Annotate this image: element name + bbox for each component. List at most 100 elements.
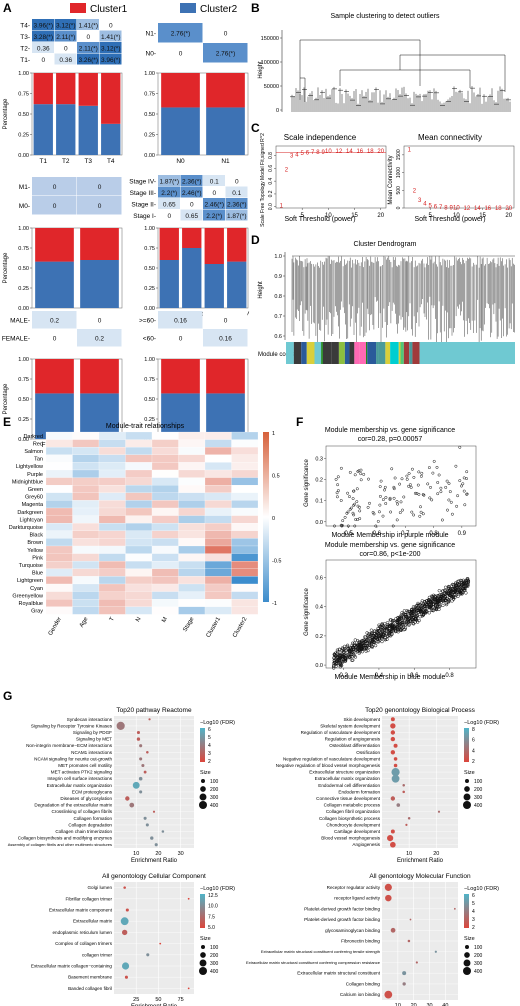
module-color-segment: [403, 342, 410, 364]
blue-scatter-point: [365, 641, 370, 645]
module-color-segment: [367, 342, 377, 364]
mean-connectivity-point-label: 16: [484, 206, 491, 212]
blue-scatter-point: [443, 588, 447, 593]
stage-heat-cell: [225, 209, 248, 221]
stage-bar-cluster2: [182, 248, 202, 308]
reactome-term-label: Extracellular matrix organization: [47, 783, 113, 788]
m-stage-bar-cluster1: [35, 228, 74, 262]
t-stage-heat-cell: [99, 53, 122, 65]
module-trait-cell: [98, 477, 126, 486]
mf-fdr-tick-label: 2: [472, 925, 475, 931]
f-bottom-subtitle: cor=0.86, p<1e-200: [359, 551, 420, 558]
stage-heat-cell: [225, 175, 248, 186]
module-trait-cell: [178, 606, 206, 615]
module-trait-cell: [151, 583, 179, 592]
module-trait-cell: [231, 545, 259, 554]
module-row-label: Turquoise: [19, 563, 43, 569]
reactome-size-legend-dot: [199, 793, 207, 801]
module-trait-cell: [178, 553, 206, 562]
blue-scatter-point: [453, 592, 457, 597]
m-stage-ylabel: Percentage: [3, 252, 9, 283]
t-stage-heat-cell: [54, 19, 77, 30]
bp-term-label: Collagen metabolic process: [324, 803, 381, 808]
mf-dot: [453, 907, 456, 910]
purple-scatter-point: [340, 524, 344, 527]
module-trait-cell: [125, 583, 153, 592]
m-stage-heat-cell: [77, 196, 122, 215]
blue-scatter-point: [419, 607, 424, 611]
mf-dot: [409, 918, 412, 921]
n-stage-bar-cluster1: [206, 73, 245, 108]
module-trait-cell: [231, 454, 259, 463]
module-trait-cell: [45, 485, 73, 493]
t-stage-ytick-label: 0.00: [18, 153, 29, 159]
module-row-label: Tan: [34, 457, 43, 463]
stage-heat-cell: [203, 198, 225, 209]
module-color-segment: [354, 342, 360, 364]
module-trait-cell: [151, 485, 179, 493]
cc-fdr-tick-label: 5.0: [208, 925, 215, 931]
purple-scatter-point: [440, 518, 444, 522]
t-stage-heat-value: 2.11(*): [56, 34, 75, 41]
reactome-dot: [129, 802, 135, 808]
purple-scatter-point: [405, 477, 409, 481]
purple-scatter-point: [392, 496, 396, 500]
age-heat-value: 0: [179, 336, 183, 343]
scale-independence-ytick-label: 0.8: [268, 152, 274, 159]
t-stage-xtick-label: T4: [107, 158, 115, 165]
module-trait-cell: [178, 583, 206, 592]
module-color-segment: [338, 342, 345, 364]
blue-scatter-point: [339, 662, 343, 667]
stage-ytick-label: 0.75: [144, 246, 155, 252]
purple-scatter-point: [395, 518, 399, 522]
blue-scatter-point: [427, 603, 431, 607]
blue-scatter-point: [457, 582, 462, 587]
module-trait-cell: [125, 439, 153, 448]
mean-connectivity-ytick-label: 1000: [396, 167, 402, 178]
module-trait-cell: [231, 431, 259, 440]
bp-term-label: Skin development: [343, 717, 380, 722]
module-trait-cell: [98, 469, 126, 478]
reactome-term-label: Collagen formation: [73, 816, 112, 821]
mf-size-legend-dot: [463, 967, 471, 975]
module-trait-cell: [178, 538, 206, 547]
blue-scatter-point: [357, 642, 361, 647]
reactome-dot: [143, 770, 147, 774]
stage-bar-cluster1: [159, 228, 179, 260]
module-row-label: Lightyellow: [16, 464, 43, 470]
module-color-segment: [344, 342, 350, 364]
purple-scatter-point: [432, 459, 436, 463]
stage-row-label: Stage IV-: [129, 178, 156, 185]
purple-scatter-point: [378, 485, 382, 489]
m-stage-heat-value: 0: [53, 184, 57, 191]
scale-independence-ytick-label: 0.6: [268, 165, 274, 172]
blue-scatter-point: [423, 610, 427, 615]
scale-independence-point-label: 10: [325, 149, 332, 155]
legend-swatch-cluster2: [180, 3, 196, 13]
reactome-term-label: Collagen degradation: [68, 822, 112, 827]
gender-heat-cell: [32, 329, 77, 347]
purple-scatter-point: [407, 472, 411, 475]
d-ytick-label: 1.0: [274, 254, 282, 260]
gender-ytick-label: 0.50: [18, 397, 29, 403]
cc-term-label: Extracellular matrix: [73, 919, 113, 924]
module-trait-cell: [151, 462, 179, 471]
mf-term-label: Fibronectin binding: [341, 939, 380, 944]
mf-xtick-label: 20: [411, 1003, 417, 1006]
colorbar-tick-label: 0.5: [272, 474, 280, 480]
purple-scatter-point: [399, 500, 403, 504]
module-trait-cell: [72, 431, 100, 440]
blue-scatter-point: [345, 644, 349, 649]
module-trait-cell: [204, 568, 232, 577]
mf-size-legend-dot: [463, 959, 471, 967]
blue-scatter-xtick-label: 0.8: [445, 673, 454, 679]
module-trait-cell: [151, 561, 179, 569]
blue-scatter-xtick-label: 0.4: [375, 673, 384, 679]
stage-ytick-label: 0.00: [144, 306, 155, 312]
blue-scatter-point: [358, 640, 362, 644]
age-ytick-label: 0.25: [144, 417, 155, 423]
bp-term-label: Endoderm formation: [338, 789, 380, 794]
module-trait-cell: [178, 462, 206, 471]
module-trait-cell: [98, 591, 126, 600]
module-trait-cell: [125, 561, 153, 569]
